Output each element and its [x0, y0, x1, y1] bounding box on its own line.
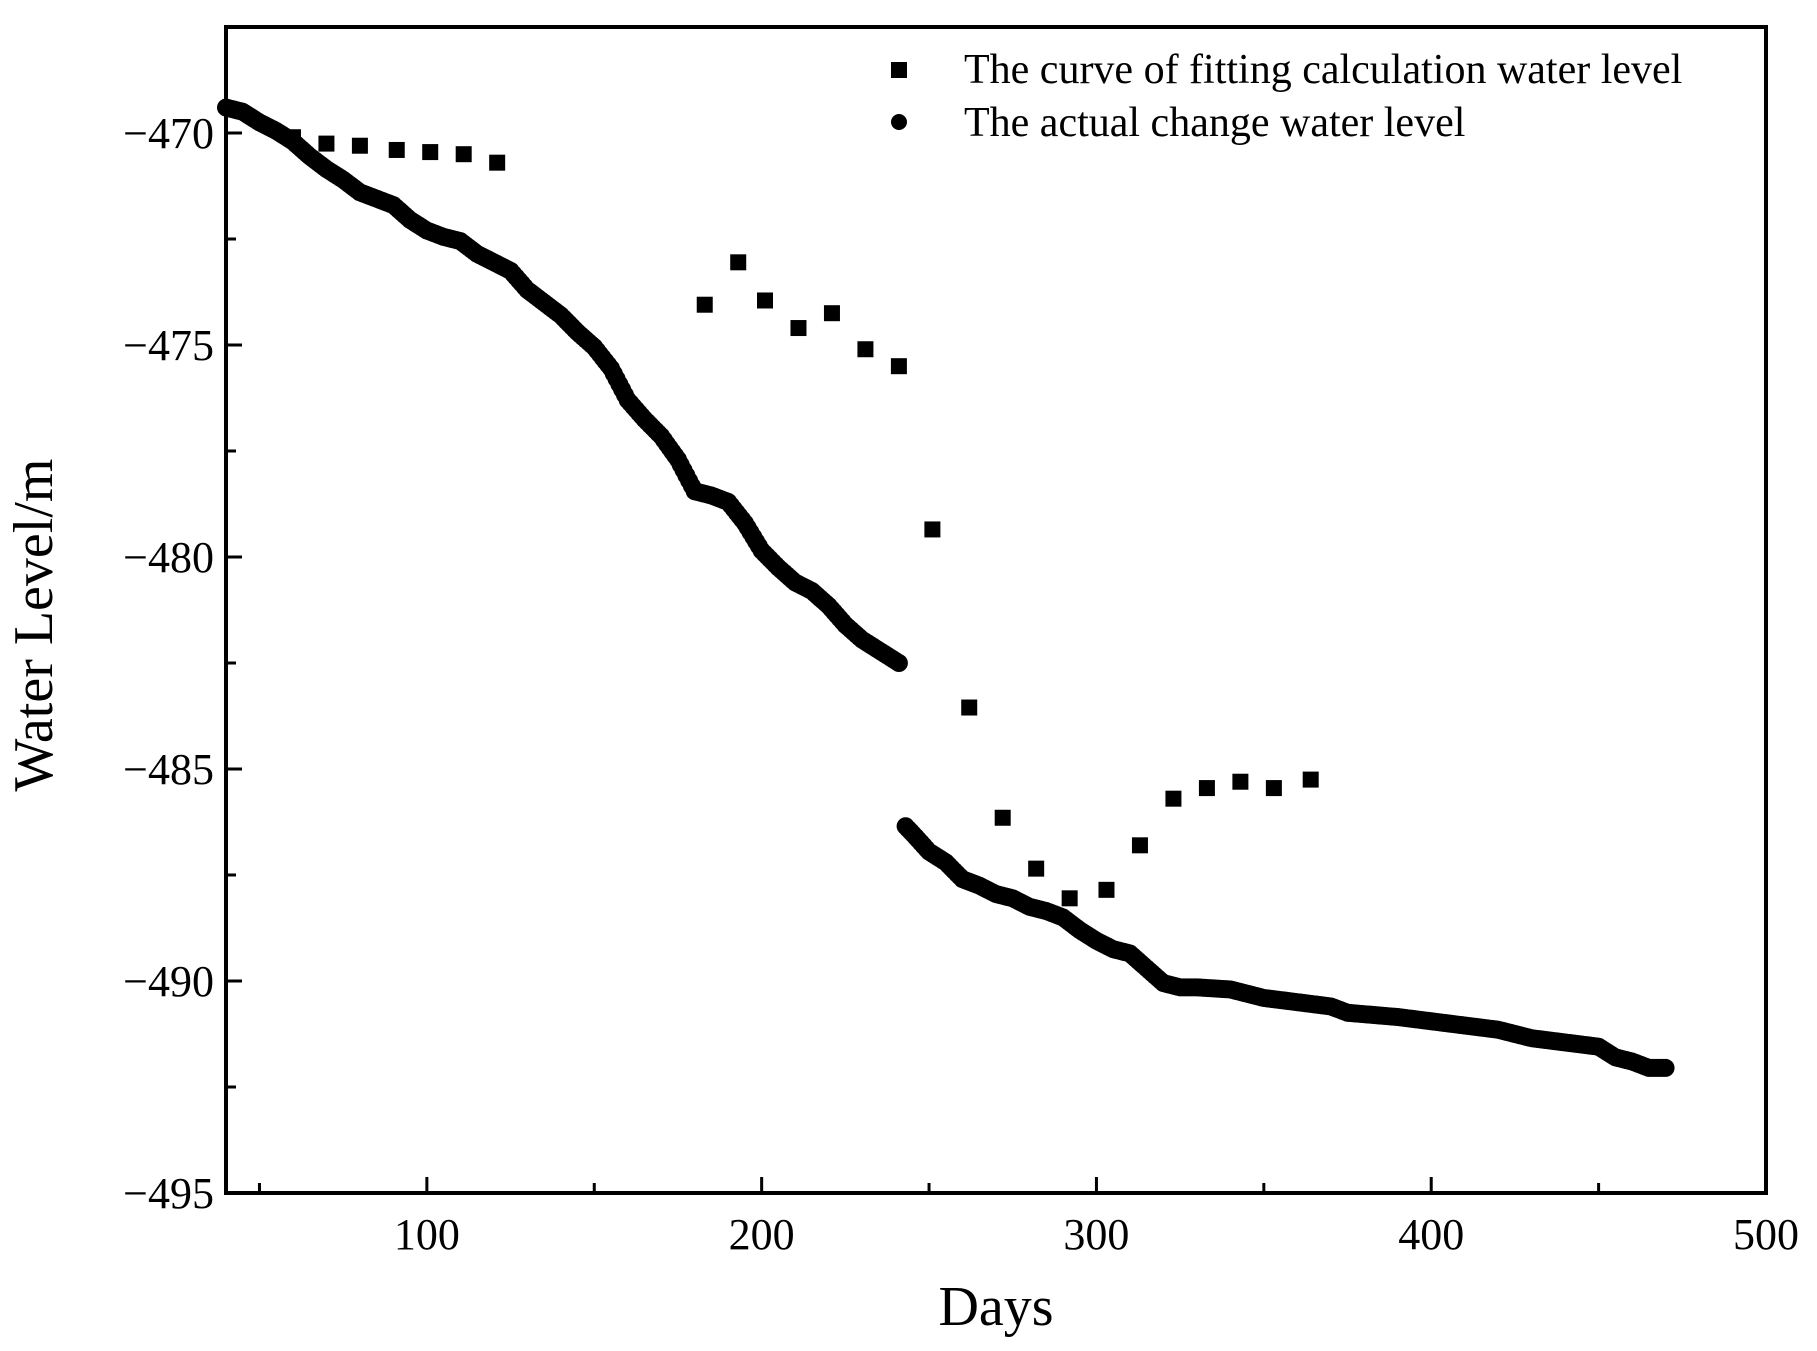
y-tick-label: −480	[123, 533, 214, 582]
axis-tick-labels: 100 200 300 400 500 −470 −475 −480 −485 −490 −495	[123, 109, 1799, 1259]
fitted-level-point	[1265, 780, 1282, 797]
fitted-level-point	[1198, 780, 1215, 797]
x-tick-label: 100	[394, 1210, 460, 1259]
fitted-level-point	[1131, 837, 1148, 854]
fitted-level-point	[994, 809, 1011, 826]
y-tick-label: −470	[123, 109, 214, 158]
fitted-level-point	[857, 341, 874, 358]
fitted-level-point	[757, 292, 773, 309]
fitted-level-point	[730, 254, 747, 271]
fitted-level-point	[455, 146, 472, 163]
legend-label-fitted: The curve of fitting calculation water l…	[964, 47, 1682, 93]
y-tick-label: −490	[123, 957, 214, 1006]
fitted-level-point	[823, 305, 840, 322]
fitted-level-point	[1028, 860, 1045, 877]
x-tick-label: 400	[1398, 1210, 1464, 1259]
x-tick-label: 300	[1063, 1210, 1129, 1259]
plot-frame	[224, 25, 1768, 1195]
actual-level-series	[217, 98, 1675, 1077]
fitted-level-point	[1165, 790, 1182, 807]
legend: The curve of fitting calculation water l…	[891, 47, 1682, 146]
fitted-level-point	[924, 521, 941, 538]
x-axis-title: Days	[938, 1276, 1053, 1338]
x-tick-label: 200	[729, 1210, 795, 1259]
fitted-level-point	[961, 699, 978, 716]
legend-square-marker	[891, 62, 907, 78]
fitted-level-point	[351, 137, 368, 154]
y-tick-label: −475	[123, 321, 214, 370]
y-tick-label: −485	[123, 745, 214, 794]
actual-level-point	[1656, 1058, 1675, 1077]
legend-label-actual: The actual change water level	[964, 100, 1465, 146]
actual-level-point	[889, 654, 908, 672]
fitted-level-point	[1061, 890, 1078, 907]
fitted-level-series	[284, 129, 1319, 907]
fitted-level-point	[696, 296, 713, 313]
fitted-level-point	[388, 141, 405, 158]
fitted-level-point	[318, 135, 335, 152]
fitted-level-point	[1098, 881, 1115, 898]
axis-ticks	[226, 131, 1768, 1195]
fitted-level-point	[422, 144, 439, 161]
fitted-level-point	[1232, 773, 1249, 790]
y-axis-title: Water Level/m	[3, 459, 65, 792]
x-tick-label: 500	[1733, 1210, 1799, 1259]
fitted-level-point	[890, 358, 907, 375]
fitted-level-point	[489, 154, 506, 171]
fitted-level-point	[1302, 771, 1319, 788]
y-tick-label: −495	[123, 1169, 214, 1218]
fitted-level-point	[284, 129, 301, 146]
fitted-level-point	[790, 320, 807, 337]
legend-circle-marker	[891, 114, 907, 130]
